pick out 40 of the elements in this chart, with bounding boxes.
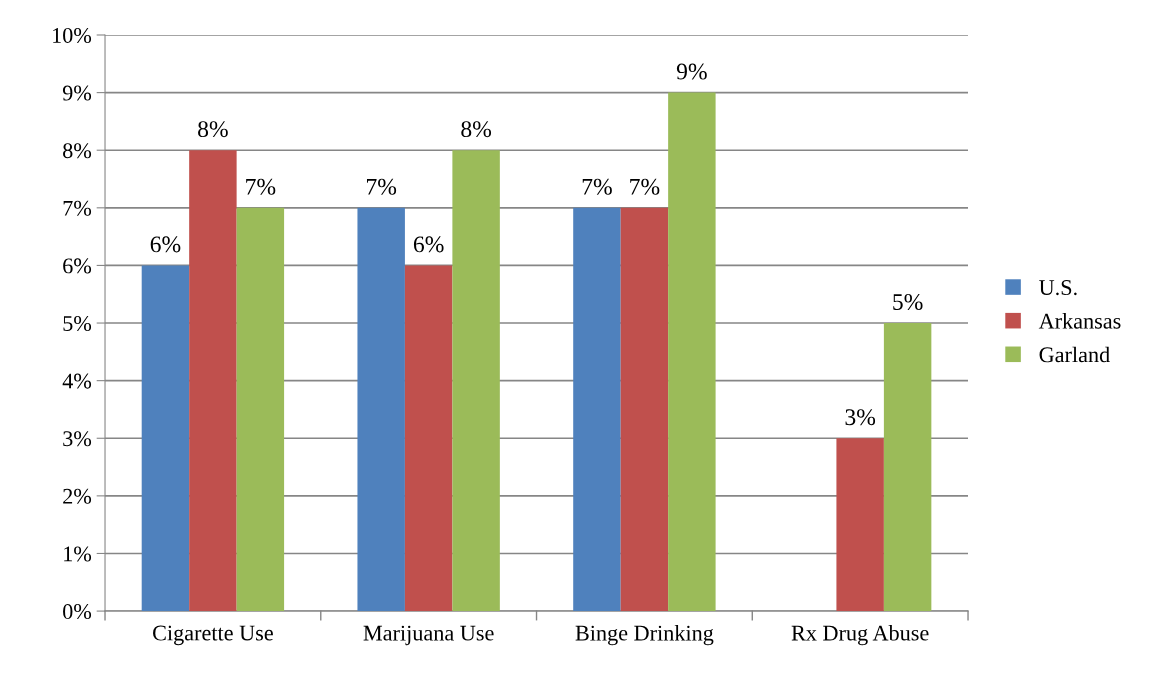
y-tick-label: 7% (63, 200, 92, 216)
data-label: 6% (150, 236, 181, 253)
data-label: 7% (582, 178, 612, 195)
x-tick-label: Cigarette Use (153, 625, 273, 646)
y-tick-label: 8% (63, 143, 92, 159)
y-tick-label: 9% (62, 85, 92, 101)
y-tick-label: 4% (62, 373, 92, 389)
data-label: 8% (198, 121, 228, 138)
bar (883, 323, 932, 612)
bar (404, 265, 453, 612)
bar (836, 438, 884, 612)
data-label: 3% (845, 409, 876, 426)
y-tick-label: 6% (63, 258, 92, 274)
y-tick-label: 1% (64, 546, 92, 562)
x-tick-label: Marijuana Use (363, 625, 494, 646)
y-tick-label: 0% (63, 604, 92, 620)
legend-label: Arkansas (1038, 313, 1121, 329)
y-tick-label: 3% (63, 431, 92, 447)
data-label: 5% (893, 293, 923, 310)
y-tick-label: 10% (53, 27, 92, 43)
data-label: 7% (246, 178, 276, 195)
x-tick-label: Rx Drug Abuse (791, 624, 929, 646)
bar (189, 150, 237, 612)
data-label: 8% (461, 121, 492, 138)
bar (573, 207, 621, 612)
legend-label: Garland (1039, 346, 1110, 363)
bar (236, 207, 285, 612)
bar (668, 92, 716, 612)
data-label: 6% (413, 236, 444, 253)
x-tick-label: Binge Drinking (575, 624, 714, 646)
bar (620, 207, 669, 612)
y-tick-label: 5% (63, 315, 92, 332)
data-label: 9% (676, 63, 707, 80)
bar (141, 265, 190, 612)
y-tick-label: 2% (63, 488, 92, 504)
data-label: 7% (367, 178, 397, 195)
legend-label: U.S. (1039, 280, 1077, 296)
bar (452, 150, 500, 612)
data-label: 7% (630, 178, 660, 195)
bar (357, 207, 405, 612)
